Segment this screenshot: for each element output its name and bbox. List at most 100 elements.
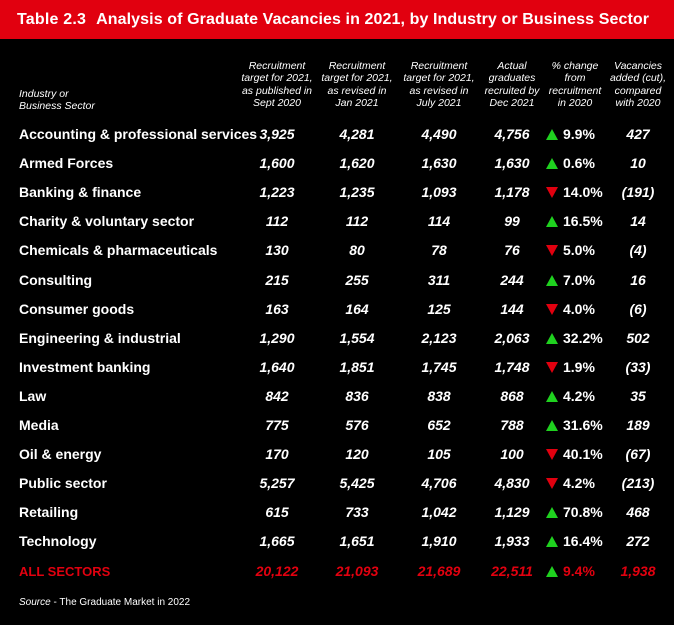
- row-label: Engineering & industrial: [19, 329, 181, 346]
- vacancies-added-value: 468: [626, 504, 650, 521]
- vacancies-added-value: 189: [626, 417, 650, 433]
- vacancies-added-value: 14: [630, 213, 646, 230]
- cell-value: 112: [265, 213, 289, 230]
- cell-value: 244: [500, 271, 524, 288]
- vacancies-added-value: 35: [630, 387, 646, 404]
- change-value: 40.1%: [563, 446, 603, 463]
- cell-value: 1,851: [339, 358, 375, 375]
- table-row: Armed Forces 1,600 1,620 1,630 1,630 0.6% 10: [0, 149, 674, 178]
- triangle-up-icon: [546, 565, 558, 577]
- cell-value: 130: [265, 242, 289, 259]
- cell-value: 733: [345, 504, 369, 521]
- header-line: from: [564, 72, 586, 85]
- row-label: Oil & energy: [19, 446, 102, 463]
- vacancies-added-value: 10: [630, 155, 646, 172]
- cell-value: 80: [349, 242, 365, 259]
- source-note: Source - The Graduate Market in 2022: [19, 597, 190, 608]
- header-line: Actual: [497, 60, 527, 72]
- vacancies-added-value: 16: [630, 271, 646, 288]
- source-text: - The Graduate Market in 2022: [50, 597, 191, 608]
- change-value: 5.0%: [563, 242, 595, 259]
- triangle-up-icon: [546, 332, 558, 344]
- cell-value: 99: [504, 213, 520, 230]
- row-label: ALL SECTORS: [19, 563, 111, 579]
- table-row: Banking & finance 1,223 1,235 1,093 1,178 14.…: [0, 178, 674, 207]
- cell-value: 2,063: [494, 329, 530, 346]
- triangle-up-icon: [546, 274, 558, 286]
- cell-value: 164: [345, 300, 369, 317]
- header-col-vacancies-added: Vacancies added (cut), compared with 202…: [604, 60, 672, 116]
- cell-value: 163: [265, 300, 289, 317]
- change-value: 16.5%: [563, 213, 603, 230]
- table-number: Table 2.3: [17, 10, 87, 28]
- cell-value: 788: [500, 417, 524, 433]
- header-line: as revised in: [327, 84, 387, 97]
- header-industry: Industry or Business Sector: [19, 88, 95, 144]
- cell-value: 4,706: [421, 475, 457, 492]
- cell-value: 1,042: [421, 504, 457, 521]
- header-line: graduates: [488, 72, 536, 85]
- header-col-jan-2021: Recruitment target for 2021, as revised …: [318, 60, 396, 116]
- cell-value: 144: [500, 300, 524, 317]
- vacancies-added-value: 427: [626, 126, 650, 142]
- header-line: Vacancies: [613, 60, 663, 72]
- row-label: Accounting & professional services: [19, 126, 258, 142]
- change-cell: 32.2%: [546, 324, 608, 353]
- cell-value: 1,290: [259, 329, 295, 346]
- table-row: Law 842 836 838 868 4.2% 35: [0, 382, 674, 411]
- header-line: recruited by: [484, 84, 540, 97]
- cell-value: 5,425: [339, 475, 375, 492]
- header-line: as revised in: [409, 84, 469, 97]
- cell-value: 1,223: [259, 184, 295, 201]
- title-bar: Table 2.3 Analysis of Graduate Vacancies…: [0, 0, 674, 39]
- change-cell: 9.9%: [546, 120, 608, 149]
- row-label: Consumer goods: [19, 300, 135, 317]
- change-value: 7.0%: [563, 271, 595, 288]
- change-cell: 16.5%: [546, 207, 608, 236]
- cell-value: 1,129: [494, 504, 530, 521]
- triangle-up-icon: [546, 216, 558, 228]
- row-label: Law: [19, 387, 47, 404]
- row-label: Public sector: [19, 475, 107, 492]
- header-line: Recruitment: [248, 60, 306, 72]
- cell-value: 311: [427, 271, 451, 288]
- table-row: Retailing 615 733 1,042 1,129 70.8% 468: [0, 498, 674, 527]
- source-label: Source: [19, 597, 51, 608]
- cell-value: 1,235: [339, 184, 375, 201]
- triangle-up-icon: [546, 420, 558, 431]
- header-col-sept-2020: Recruitment target for 2021, as publishe…: [238, 60, 316, 116]
- row-label: Consulting: [19, 271, 93, 288]
- triangle-up-icon: [546, 390, 558, 402]
- triangle-up-icon: [546, 536, 558, 548]
- triangle-up-icon: [546, 129, 558, 140]
- cell-value: 842: [265, 387, 289, 404]
- cell-value: 255: [345, 271, 369, 288]
- cell-value: 1,630: [421, 155, 457, 172]
- header-line: Recruitment: [410, 60, 468, 72]
- change-value: 1.9%: [563, 358, 595, 375]
- cell-value: 615: [265, 504, 289, 521]
- vacancies-added-value: 502: [626, 329, 650, 346]
- change-cell: 1.9%: [546, 353, 608, 382]
- change-cell: 5.0%: [546, 236, 608, 265]
- header-line: compared: [614, 84, 662, 97]
- change-value: 14.0%: [563, 184, 603, 201]
- change-cell: 70.8%: [546, 498, 608, 527]
- cell-value: 1,554: [339, 329, 375, 346]
- change-cell: 4.2%: [546, 382, 608, 411]
- cell-value: 20,122: [255, 562, 299, 579]
- total-row: ALL SECTORS 20,122 21,093 21,689 22,511 9.4% 1…: [0, 557, 674, 586]
- change-cell: 0.6%: [546, 149, 608, 178]
- vacancies-added-value: (213): [621, 475, 655, 492]
- cell-value: 4,490: [421, 126, 457, 142]
- table-row: Accounting & professional services 3,925 4…: [0, 120, 674, 149]
- vacancies-added-value: 1,938: [620, 562, 656, 579]
- triangle-down-icon: [546, 245, 558, 257]
- table-row: Engineering & industrial 1,290 1,554 2,123 2…: [0, 324, 674, 353]
- table-row: Investment banking 1,640 1,851 1,745 1,748 1.…: [0, 353, 674, 382]
- header-line: in 2020: [557, 96, 593, 109]
- triangle-down-icon: [546, 361, 558, 373]
- cell-value: 2,123: [421, 329, 457, 346]
- change-value: 70.8%: [563, 504, 603, 521]
- vacancies-added-value: (6): [629, 300, 647, 317]
